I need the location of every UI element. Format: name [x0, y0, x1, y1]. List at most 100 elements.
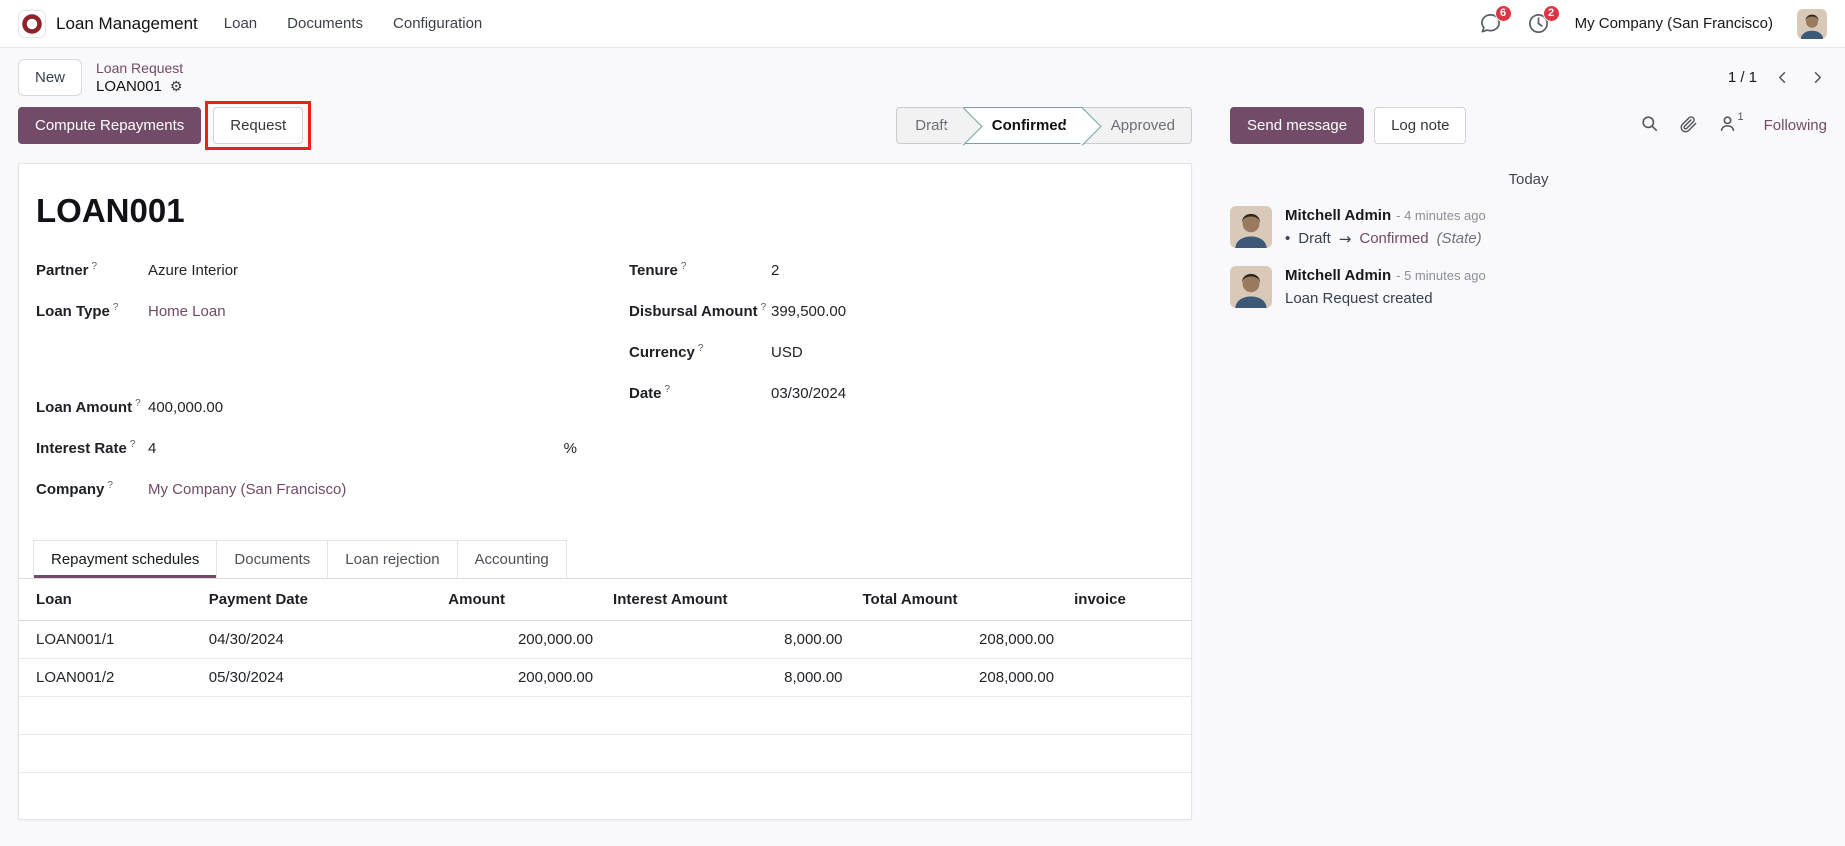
tab-loan-rejection[interactable]: Loan rejection [327, 539, 458, 578]
settings-gear-icon[interactable] [170, 78, 183, 96]
cell-amount[interactable]: 200,000.00 [438, 658, 604, 697]
tracking-field-name: (State) [1436, 230, 1482, 248]
annotation-highlight-box: Request [205, 101, 312, 151]
cell-invoice[interactable] [1064, 620, 1191, 659]
field-value-disbursal-amount[interactable]: 399,500.00 [771, 302, 847, 320]
field-label-interest-rate: Interest Rate [36, 434, 148, 460]
field-partner: Partner Azure Interior [36, 256, 581, 282]
menu-item-configuration[interactable]: Configuration [393, 15, 483, 32]
field-value-currency[interactable]: USD [771, 343, 803, 361]
status-step-draft[interactable]: Draft [896, 107, 964, 145]
field-label-loan-amount: Loan Amount [36, 393, 148, 419]
column-header-total-amount[interactable]: Total Amount [852, 578, 1065, 621]
app-logo-icon [18, 9, 46, 38]
tab-accounting[interactable]: Accounting [456, 539, 567, 578]
field-label-disbursal-amount: Disbursal Amount [629, 297, 771, 323]
field-loan-amount: Loan Amount 400,000.00 [36, 393, 581, 419]
apps-menu-button[interactable]: Loan Management [18, 9, 198, 38]
empty-table-row [19, 734, 1191, 773]
request-button[interactable]: Request [213, 107, 304, 145]
cell-interest-amount[interactable]: 8,000.00 [603, 620, 853, 659]
field-value-tenure[interactable]: 2 [771, 261, 780, 279]
column-header-interest-amount[interactable]: Interest Amount [603, 578, 853, 621]
cell-loan[interactable]: LOAN001/1 [19, 620, 199, 659]
field-currency: Currency USD [629, 338, 1174, 364]
chatter-message: Mitchell Admin 4 minutes ago Draft Confir… [1230, 205, 1827, 248]
breadcrumb: Loan Request LOAN001 [96, 59, 183, 97]
field-date: Date 03/30/2024 [629, 379, 1174, 405]
cell-total-amount[interactable]: 208,000.00 [852, 658, 1065, 697]
field-value-partner[interactable]: Azure Interior [148, 261, 239, 279]
company-switcher[interactable]: My Company (San Francisco) [1574, 15, 1773, 32]
cell-total-amount[interactable]: 208,000.00 [852, 620, 1065, 659]
statusbar: Draft Confirmed Approved [896, 107, 1192, 145]
compute-repayments-button[interactable]: Compute Repayments [18, 107, 202, 145]
menu-item-loan[interactable]: Loan [223, 15, 258, 32]
chatter: Send message Log note [1230, 101, 1827, 308]
pager-value: 1 / 1 [1727, 69, 1757, 87]
top-navbar: Loan Management Loan Documents Configura… [0, 0, 1845, 48]
cell-payment-date[interactable]: 04/30/2024 [198, 620, 439, 659]
tracking-message-body: Draft Confirmed (State) [1285, 230, 1486, 248]
tab-repayment-schedules[interactable]: Repayment schedules [33, 539, 218, 578]
column-header-invoice[interactable]: invoice [1064, 578, 1191, 621]
message-body: Loan Request created [1285, 289, 1433, 307]
chatter-message: Mitchell Admin 5 minutes ago Loan Request… [1230, 265, 1827, 308]
attachments-button[interactable] [1679, 114, 1698, 137]
pager-next-button[interactable] [1808, 68, 1827, 87]
message-author[interactable]: Mitchell Admin [1285, 206, 1392, 224]
field-label-loan-type: Loan Type [36, 297, 148, 323]
messages-badge: 6 [1494, 4, 1512, 22]
user-menu-avatar[interactable] [1797, 8, 1827, 39]
log-note-button[interactable]: Log note [1374, 107, 1467, 145]
following-button[interactable]: Following [1763, 117, 1827, 135]
percent-suffix: % [563, 439, 577, 457]
repayment-schedule-table: Loan Payment Date Amount Interest Amount… [19, 578, 1191, 820]
control-panel: New Loan Request LOAN001 1 / 1 [18, 48, 1827, 101]
field-value-company[interactable]: My Company (San Francisco) [148, 480, 347, 498]
form-sheet: LOAN001 Partner Azure Interior Loan Type… [18, 162, 1192, 821]
followers-button[interactable]: 1 [1718, 112, 1744, 137]
menu-item-documents[interactable]: Documents [287, 15, 364, 32]
field-value-date[interactable]: 03/30/2024 [771, 384, 847, 402]
cell-interest-amount[interactable]: 8,000.00 [603, 658, 853, 697]
table-row-loan001-2[interactable]: LOAN001/2 05/30/2024 200,000.00 8,000.00… [19, 658, 1191, 697]
empty-table-row [19, 696, 1191, 735]
column-header-loan[interactable]: Loan [19, 578, 199, 621]
new-button[interactable]: New [18, 59, 83, 97]
cell-loan[interactable]: LOAN001/2 [19, 658, 199, 697]
field-label-partner: Partner [36, 256, 148, 282]
status-step-approved[interactable]: Approved [1082, 107, 1192, 145]
messages-systray-button[interactable]: 6 [1479, 4, 1512, 39]
field-loan-type: Loan Type Home Loan [36, 297, 581, 323]
arrow-right-icon [1339, 230, 1352, 248]
tab-documents[interactable]: Documents [216, 539, 329, 578]
breadcrumb-parent-link[interactable]: Loan Request [96, 60, 184, 76]
field-value-interest-rate[interactable]: 4 [148, 439, 157, 457]
field-label-currency: Currency [629, 338, 771, 364]
field-tenure: Tenure 2 [629, 256, 1174, 282]
table-row-loan001-1[interactable]: LOAN001/1 04/30/2024 200,000.00 8,000.00… [19, 620, 1191, 659]
cell-invoice[interactable] [1064, 658, 1191, 697]
chat-bubble-icon [1479, 13, 1502, 39]
message-author[interactable]: Mitchell Admin [1285, 266, 1392, 284]
record-title: LOAN001 [36, 191, 185, 229]
paperclip-icon [1679, 114, 1698, 137]
search-icon [1640, 114, 1659, 137]
column-header-amount[interactable]: Amount [438, 578, 604, 621]
table-header-row: Loan Payment Date Amount Interest Amount… [19, 578, 1191, 621]
avatar [1230, 265, 1272, 308]
empty-table-row [19, 772, 1191, 819]
field-value-loan-amount[interactable]: 400,000.00 [148, 398, 224, 416]
clock-icon [1527, 13, 1550, 39]
activities-systray-button[interactable]: 2 [1527, 4, 1560, 39]
field-value-loan-type[interactable]: Home Loan [148, 302, 226, 320]
search-messages-button[interactable] [1640, 114, 1659, 137]
cell-amount[interactable]: 200,000.00 [438, 620, 604, 659]
column-header-payment-date[interactable]: Payment Date [198, 578, 439, 621]
field-label-company: Company [36, 475, 148, 501]
status-step-confirmed[interactable]: Confirmed [963, 107, 1083, 145]
pager-previous-button[interactable] [1773, 68, 1792, 87]
send-message-button[interactable]: Send message [1230, 107, 1365, 145]
cell-payment-date[interactable]: 05/30/2024 [198, 658, 439, 697]
